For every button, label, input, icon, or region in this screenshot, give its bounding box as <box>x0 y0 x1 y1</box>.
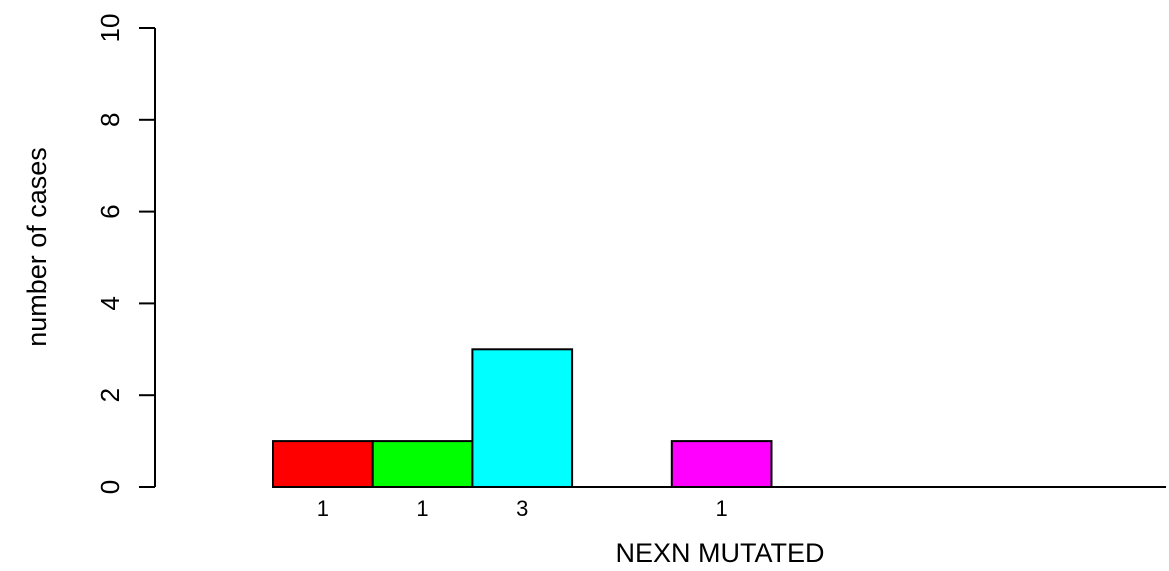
y-tick-label: 10 <box>95 14 125 43</box>
x-axis-title: NEXN MUTATED <box>616 538 825 568</box>
y-tick-label: 6 <box>95 204 125 218</box>
bar <box>471 348 574 488</box>
y-tick-label: 4 <box>95 296 125 310</box>
bar-count-label: 3 <box>516 496 528 521</box>
bar-count-labels: 1 1 3 1 <box>317 496 728 521</box>
y-tick-label: 0 <box>95 480 125 494</box>
y-axis-title: number of cases <box>22 147 52 347</box>
y-tick-label: 8 <box>95 113 125 127</box>
y-tick-label: 2 <box>95 388 125 402</box>
bar <box>371 440 474 489</box>
bar <box>670 440 773 489</box>
bars <box>272 348 1166 489</box>
y-axis: 0 2 4 6 8 10 <box>95 14 156 494</box>
bar <box>272 440 374 489</box>
bar-count-label: 1 <box>317 496 329 521</box>
bar-count-label: 1 <box>416 496 428 521</box>
bar-count-label: 1 <box>716 496 728 521</box>
